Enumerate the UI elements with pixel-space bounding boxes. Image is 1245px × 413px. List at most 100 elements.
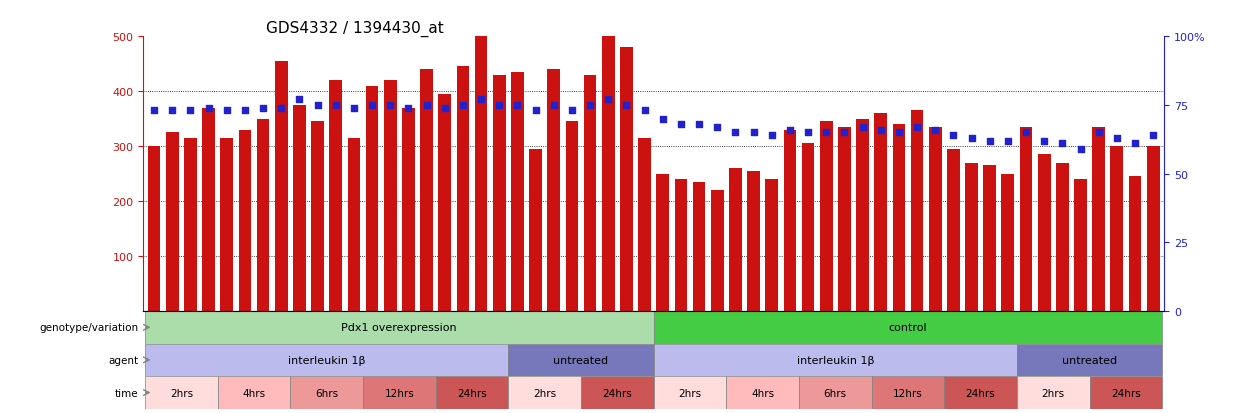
Text: control: control — [889, 323, 928, 332]
Bar — [1001, 174, 1015, 311]
Bar — [692, 183, 706, 311]
Bar — [799, 376, 871, 409]
Bar — [508, 376, 581, 409]
Bar — [857, 119, 869, 311]
Bar — [1017, 344, 1163, 376]
Text: 24hrs: 24hrs — [1111, 388, 1140, 398]
Point — [616, 102, 636, 109]
Bar — [275, 62, 288, 311]
Point — [726, 130, 746, 136]
Bar — [820, 122, 833, 311]
Bar — [1092, 128, 1106, 311]
Text: 4hrs: 4hrs — [243, 388, 265, 398]
Bar — [529, 150, 542, 311]
Point — [1016, 130, 1036, 136]
Bar — [184, 139, 197, 311]
Bar — [311, 122, 324, 311]
Text: interleukin 1β: interleukin 1β — [797, 355, 874, 365]
Bar — [654, 344, 1017, 376]
Point — [743, 130, 763, 136]
Bar — [1089, 376, 1163, 409]
Bar — [383, 81, 397, 311]
Bar — [364, 376, 436, 409]
Point — [635, 108, 655, 114]
Bar — [872, 376, 944, 409]
Point — [652, 116, 672, 123]
Bar — [548, 70, 560, 311]
Point — [417, 102, 437, 109]
Point — [199, 105, 219, 112]
Point — [525, 108, 545, 114]
Point — [798, 130, 818, 136]
Text: 2hrs: 2hrs — [1042, 388, 1064, 398]
Text: time: time — [115, 388, 138, 398]
Text: 24hrs: 24hrs — [457, 388, 487, 398]
Text: 2hrs: 2hrs — [533, 388, 557, 398]
Text: 12hrs: 12hrs — [893, 388, 923, 398]
Bar — [944, 376, 1017, 409]
Bar — [144, 311, 654, 344]
Point — [1071, 146, 1091, 153]
Bar — [601, 37, 615, 311]
Point — [181, 108, 200, 114]
Bar — [730, 169, 742, 311]
Point — [362, 102, 382, 109]
Bar — [457, 67, 469, 311]
Bar — [256, 119, 269, 311]
Text: untreated: untreated — [553, 355, 609, 365]
Bar — [239, 131, 251, 311]
Bar — [1020, 128, 1032, 311]
Point — [889, 130, 909, 136]
Point — [707, 124, 727, 131]
Text: 6hrs: 6hrs — [315, 388, 339, 398]
Text: 4hrs: 4hrs — [751, 388, 774, 398]
Bar — [1038, 155, 1051, 311]
Text: Pdx1 overexpression: Pdx1 overexpression — [341, 323, 457, 332]
Bar — [166, 133, 178, 311]
Bar — [1147, 147, 1159, 311]
Point — [944, 133, 964, 139]
Bar — [965, 163, 977, 311]
Point — [453, 102, 473, 109]
Point — [162, 108, 182, 114]
Bar — [766, 180, 778, 311]
Bar — [218, 376, 290, 409]
Bar — [639, 139, 651, 311]
Point — [508, 102, 528, 109]
Bar — [1111, 147, 1123, 311]
Text: 6hrs: 6hrs — [824, 388, 847, 398]
Bar — [508, 344, 654, 376]
Point — [398, 105, 418, 112]
Bar — [144, 344, 508, 376]
Point — [1088, 130, 1108, 136]
Point — [217, 108, 237, 114]
Point — [144, 108, 164, 114]
Bar — [493, 76, 505, 311]
Point — [688, 121, 708, 128]
Point — [1125, 141, 1145, 147]
Point — [308, 102, 327, 109]
Bar — [220, 139, 233, 311]
Point — [580, 102, 600, 109]
Bar — [675, 180, 687, 311]
Point — [544, 102, 564, 109]
Bar — [984, 166, 996, 311]
Point — [344, 105, 364, 112]
Point — [870, 127, 890, 134]
Text: genotype/variation: genotype/variation — [39, 323, 138, 332]
Bar — [330, 81, 342, 311]
Bar — [438, 95, 451, 311]
Text: 2hrs: 2hrs — [169, 388, 193, 398]
Bar — [584, 76, 596, 311]
Point — [1035, 138, 1055, 145]
Bar — [783, 131, 797, 311]
Text: 12hrs: 12hrs — [385, 388, 415, 398]
Point — [1143, 133, 1163, 139]
Point — [326, 102, 346, 109]
Point — [671, 121, 691, 128]
Bar — [366, 86, 378, 311]
Point — [925, 127, 945, 134]
Bar — [747, 171, 759, 311]
Point — [471, 97, 491, 104]
Bar — [654, 376, 726, 409]
